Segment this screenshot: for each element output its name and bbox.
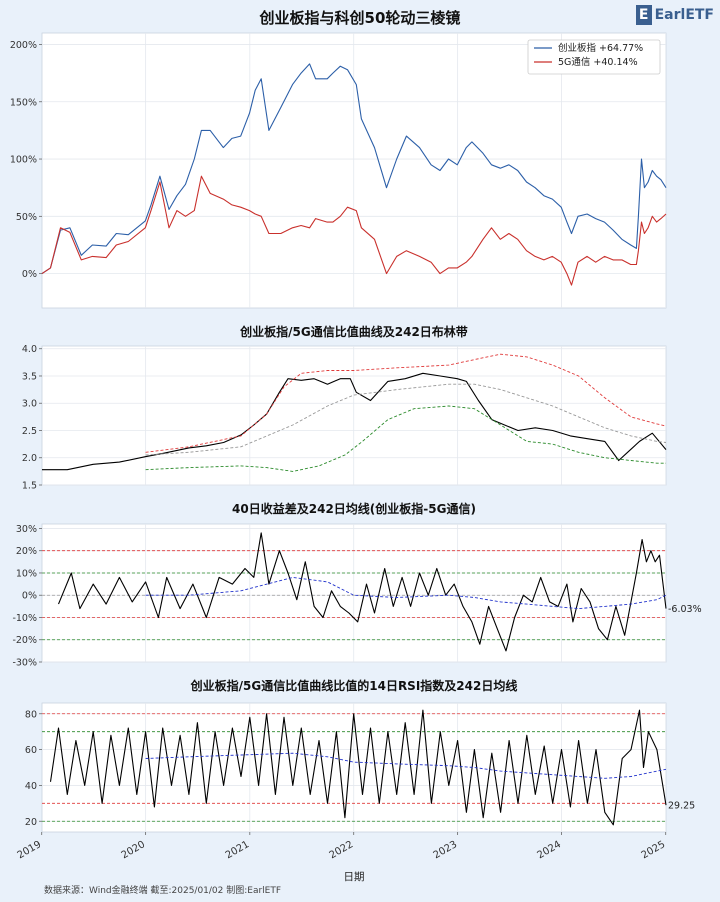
y-tick-label: 20% [16, 546, 37, 557]
y-tick-label: 0% [22, 269, 37, 280]
series-line-ratio [42, 372, 667, 471]
series-line-5G通信 [41, 175, 667, 286]
end-value-label: -6.03% [668, 604, 702, 615]
x-tick-label: 2019 [16, 839, 44, 861]
series-line-mid [145, 383, 667, 456]
x-tick-label: 2023 [432, 839, 460, 861]
y-tick-label: 2.0 [22, 453, 37, 464]
y-tick-label: 4.0 [22, 344, 37, 355]
y-tick-label: 50% [16, 212, 37, 223]
legend-box [527, 39, 661, 75]
y-tick-label: 100% [10, 155, 37, 166]
y-tick-label: 60 [25, 745, 37, 756]
y-tick-label: -10% [12, 613, 37, 624]
x-axis-label: 日期 [344, 871, 365, 883]
series-line-ma242 [145, 576, 667, 610]
y-tick-label: -30% [12, 658, 37, 669]
series-line-lower [145, 405, 666, 472]
y-tick-label: 2.5 [22, 426, 37, 437]
x-tick-label: 2022 [328, 839, 356, 861]
x-tick-label: 2020 [120, 839, 148, 861]
y-tick-label: 20 [25, 817, 37, 828]
series-line-rsi [49, 709, 667, 826]
y-tick-label: 150% [10, 97, 37, 108]
panel-title: 40日收益差及242日均线(创业板指-5G通信) [232, 501, 476, 516]
y-tick-label: 30% [16, 524, 37, 535]
y-tick-label: 200% [10, 40, 37, 51]
end-value-label: 29.25 [668, 801, 695, 812]
y-tick-label: 3.0 [22, 399, 37, 410]
series-line-ma242 [145, 752, 667, 779]
y-tick-label: 3.5 [22, 371, 37, 382]
legend-label: 5G通信 +40.14% [558, 56, 638, 68]
y-tick-label: 80 [25, 709, 37, 720]
source-note: 数据来源：Wind金融终端 截至:2025/01/02 制图:EarlETF [44, 886, 282, 896]
x-tick-label: 2024 [535, 839, 563, 861]
legend-label: 创业板指 +64.77% [558, 42, 643, 54]
panel-title: 创业板指/5G通信比值曲线及242日布林带 [239, 324, 468, 339]
y-tick-label: -20% [12, 635, 37, 646]
brand-logo: E EarlETF [635, 5, 714, 25]
series-line-upper [145, 353, 667, 453]
panel-title: 创业板指/5G通信比值曲线比值的14日RSI指数及242日均线 [190, 678, 518, 693]
y-tick-label: 10% [16, 568, 37, 579]
series-line-diff [57, 532, 667, 652]
series-line-创业板指 [41, 63, 667, 275]
x-tick-label: 2025 [640, 839, 668, 861]
y-tick-label: 1.5 [22, 481, 37, 492]
logo-text: EarlETF [654, 7, 714, 23]
x-tick-label: 2021 [224, 839, 252, 861]
y-tick-label: 0% [22, 591, 37, 602]
y-tick-label: 40 [25, 781, 37, 792]
logo-icon: E [635, 5, 652, 25]
page-title: 创业板指与科创50轮动三棱镜 [259, 9, 461, 27]
